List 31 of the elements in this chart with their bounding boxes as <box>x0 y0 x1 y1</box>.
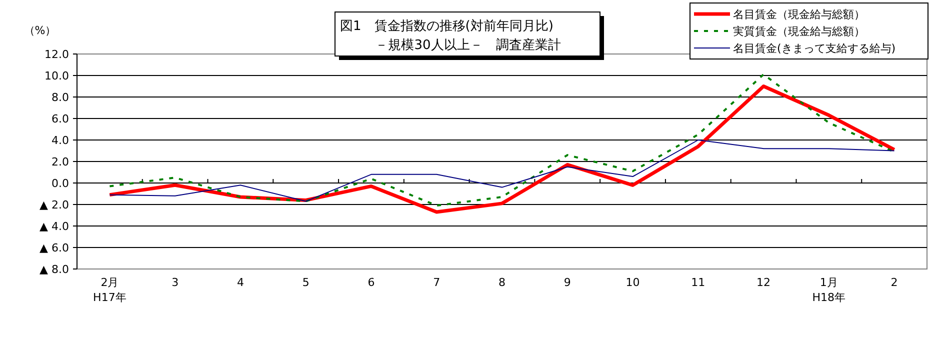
y-axis-title: （%） <box>24 24 56 37</box>
x-tick-label: 10 <box>626 276 640 289</box>
title: 図1 賃金指数の推移(対前年同月比) －規模30人以上－ 調査産業計 <box>334 12 604 60</box>
chart-subtitle: －規模30人以上－ 調査産業計 <box>375 37 561 53</box>
y-tick-label: 2.0 <box>52 156 69 168</box>
y-tick-label: ▲ 8.0 <box>40 263 69 276</box>
x-tick-label: 9 <box>564 276 571 289</box>
x-tick-label: 8 <box>498 276 506 289</box>
x-tick-label: 7 <box>433 276 440 289</box>
x-tick-label: 12 <box>756 276 771 289</box>
y-tick-label: 8.0 <box>52 91 69 104</box>
x-tick-label: 4 <box>236 276 244 289</box>
y-tick-label: 4.0 <box>52 134 69 147</box>
x-tick-label: 5 <box>302 276 310 289</box>
x-tick-label: 6 <box>368 276 375 289</box>
y-tick-label: 0.0 <box>52 177 69 190</box>
y-tick-label: 6.0 <box>52 112 69 126</box>
y-tick-label: ▲ 2.0 <box>40 198 69 212</box>
chart-title: 図1 賃金指数の推移(対前年同月比) <box>340 18 554 34</box>
y-tick-label: ▲ 6.0 <box>40 242 69 254</box>
x-tick-label: 1月 H18年 <box>812 276 846 304</box>
y-tick-label: 10.0 <box>44 70 69 82</box>
x-tick-label: 3 <box>172 276 179 289</box>
x-tick-label: 2月 H17年 <box>93 276 126 304</box>
legend-label: 名目賃金(きまって支給する給与) <box>733 42 896 55</box>
x-tick-label: 2 <box>890 276 898 289</box>
legend-label: 名目賃金（現金給与総額） <box>733 8 865 21</box>
legend-label: 実質賃金（現金給与総額） <box>733 25 865 38</box>
x-tick-label: 11 <box>691 276 706 289</box>
y-tick-label: 12.0 <box>44 48 69 61</box>
y-tick-label: ▲ 4.0 <box>40 220 69 233</box>
